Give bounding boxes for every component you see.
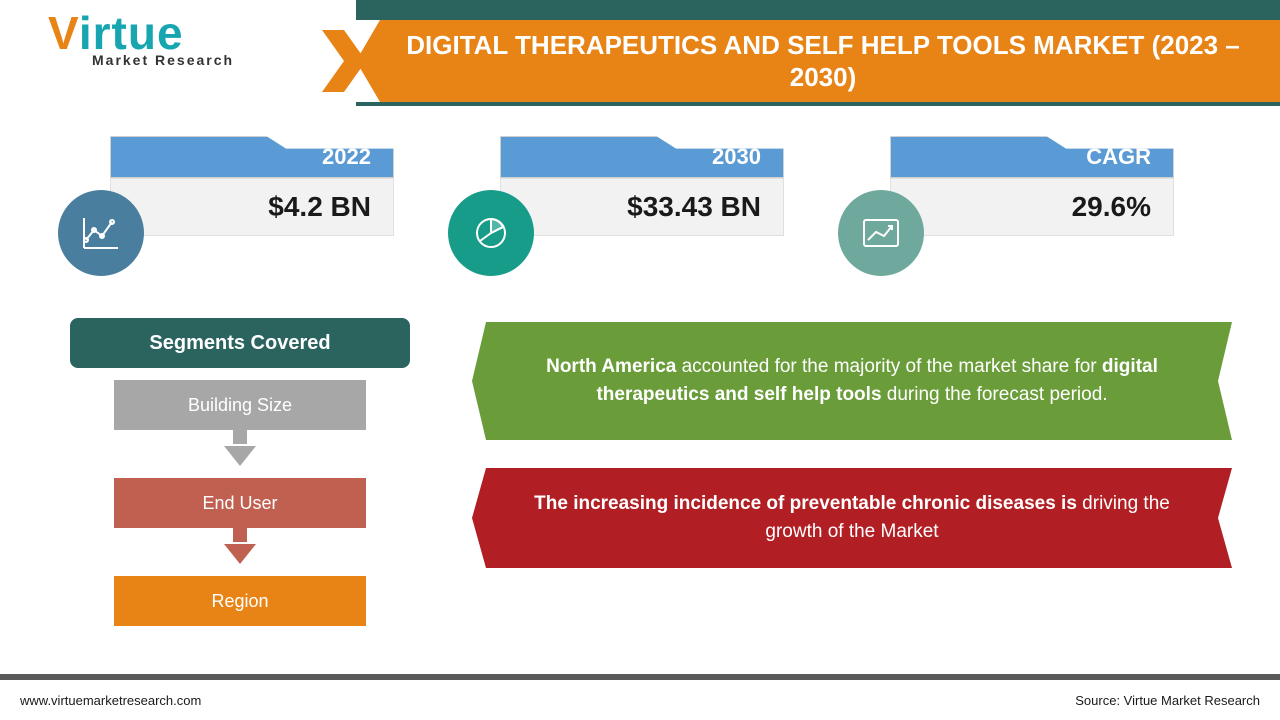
insight-red: The increasing incidence of preventable … [472, 468, 1232, 568]
segments-panel: Segments Covered Building Size End User … [70, 318, 410, 626]
pie-chart-icon [448, 190, 534, 276]
top-strip [356, 0, 1280, 20]
segment-region: Region [114, 576, 366, 626]
logo-letter-v: V [48, 7, 79, 59]
stats-row: 2022 $4.2 BN 2030 $33.43 BN CAGR [92, 136, 1220, 256]
segment-arrow-stem [233, 430, 247, 444]
logo-subtitle: Market Research [92, 52, 348, 68]
insight-green-text: North America accounted for the majority… [522, 353, 1182, 408]
stat-card-2022: 2022 $4.2 BN [92, 136, 412, 256]
segment-arrow-down-icon [224, 544, 256, 564]
stat-tab-label: 2030 [500, 136, 784, 178]
insight-red-text: The increasing incidence of preventable … [522, 490, 1182, 545]
segment-end-user: End User [114, 478, 366, 528]
segment-building-size: Building Size [114, 380, 366, 430]
stat-value: $4.2 BN [110, 178, 394, 236]
stat-value: 29.6% [890, 178, 1174, 236]
segment-arrow-down-icon [224, 446, 256, 466]
page-title: DIGITAL THERAPEUTICS AND SELF HELP TOOLS… [406, 29, 1240, 94]
title-underline [356, 102, 1280, 106]
segments-header: Segments Covered [70, 318, 410, 368]
footer-source: Source: Virtue Market Research [1075, 693, 1260, 708]
line-chart-icon [58, 190, 144, 276]
stat-card-cagr: CAGR 29.6% [872, 136, 1192, 256]
title-bar: DIGITAL THERAPEUTICS AND SELF HELP TOOLS… [356, 20, 1280, 102]
footer-url: www.virtuemarketresearch.com [20, 693, 201, 708]
growth-chart-icon [838, 190, 924, 276]
insight-green: North America accounted for the majority… [472, 322, 1232, 440]
footer-divider [0, 674, 1280, 680]
stat-tab-label: 2022 [110, 136, 394, 178]
stat-value: $33.43 BN [500, 178, 784, 236]
segment-arrow-stem [233, 528, 247, 542]
logo: Virtue Market Research [48, 6, 348, 68]
stat-card-2030: 2030 $33.43 BN [482, 136, 802, 256]
stat-tab-label: CAGR [890, 136, 1174, 178]
